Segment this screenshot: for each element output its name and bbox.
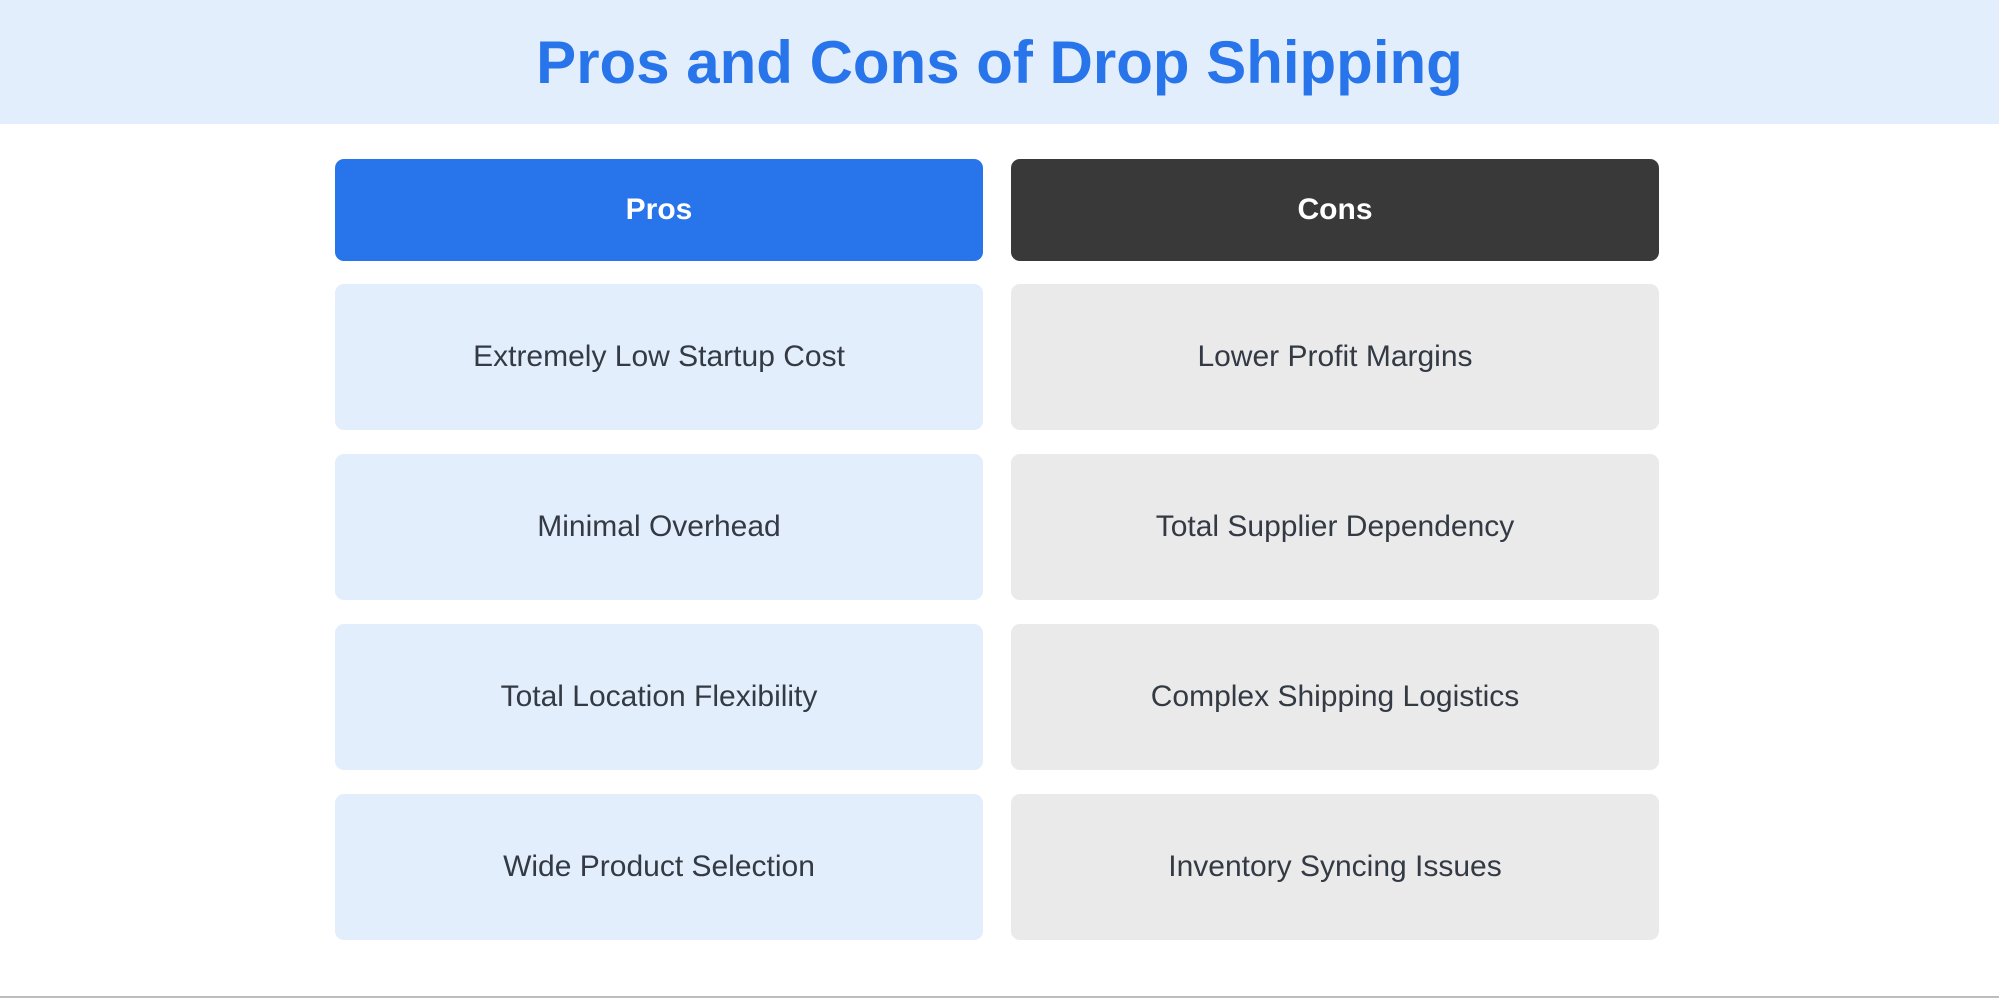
con-item: Lower Profit Margins [1011, 284, 1659, 430]
bottom-divider [0, 996, 1999, 998]
pros-header: Pros [335, 159, 983, 261]
pro-item: Extremely Low Startup Cost [335, 284, 983, 430]
con-item: Complex Shipping Logistics [1011, 624, 1659, 770]
con-item: Inventory Syncing Issues [1011, 794, 1659, 940]
con-item: Total Supplier Dependency [1011, 454, 1659, 600]
cons-header: Cons [1011, 159, 1659, 261]
pro-item: Total Location Flexibility [335, 624, 983, 770]
cons-column: Cons Lower Profit Margins Total Supplier… [1011, 159, 1659, 964]
title-banner: Pros and Cons of Drop Shipping [0, 0, 1999, 124]
pro-item: Minimal Overhead [335, 454, 983, 600]
pros-cons-table: Pros Extremely Low Startup Cost Minimal … [335, 159, 1659, 964]
pro-item: Wide Product Selection [335, 794, 983, 940]
page-title: Pros and Cons of Drop Shipping [536, 28, 1463, 96]
pros-column: Pros Extremely Low Startup Cost Minimal … [335, 159, 983, 964]
